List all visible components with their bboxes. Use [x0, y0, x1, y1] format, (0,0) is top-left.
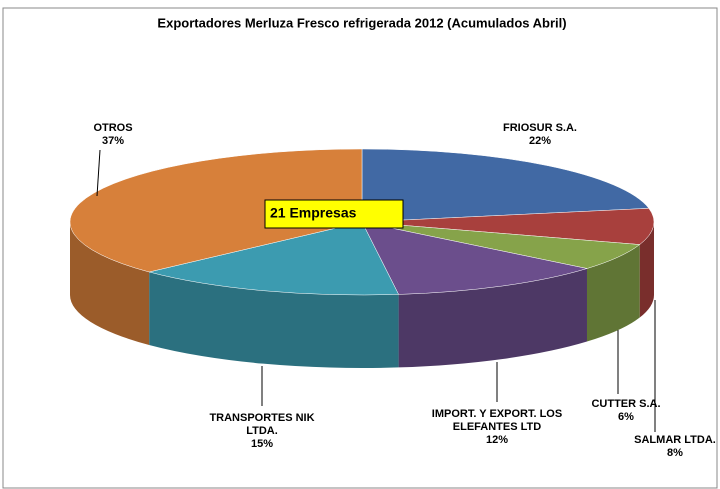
slice-side — [149, 271, 399, 368]
category-label: IMPORT. Y EXPORT. LOS ELEFANTES LTD — [431, 408, 563, 433]
slice — [149, 221, 399, 296]
value-label: 22% — [528, 135, 552, 147]
slice — [361, 221, 588, 295]
chart-title: Exportadores Merluza Fresco refrigerada … — [157, 15, 566, 30]
slice-side — [398, 268, 587, 368]
annotation-box — [264, 199, 404, 229]
slice-side — [586, 244, 640, 342]
slice — [361, 221, 641, 269]
category-label: TRANSPORTES NIK LTDA. — [209, 412, 315, 437]
annotation: 21 Empresas — [270, 205, 357, 221]
value-label: 15% — [250, 438, 274, 450]
data-label: CUTTER S.A. 6% — [576, 398, 676, 424]
category-label: FRIOSUR S.A. — [503, 122, 577, 134]
data-label: OTROS 37% — [73, 122, 153, 148]
slice — [361, 208, 655, 245]
data-label: SALMAR LTDA. 8% — [625, 434, 720, 460]
value-label: 6% — [618, 411, 634, 423]
data-label: IMPORT. Y EXPORT. LOS ELEFANTES LTD 12% — [427, 408, 567, 447]
value-label: 37% — [101, 135, 125, 147]
value-label: 12% — [485, 434, 509, 446]
slice-side — [639, 222, 654, 318]
slice — [361, 148, 650, 223]
data-label: TRANSPORTES NIK LTDA. 15% — [207, 412, 317, 451]
slice-side — [70, 222, 150, 345]
value-label: 8% — [667, 447, 683, 459]
data-label: FRIOSUR S.A. 22% — [480, 122, 600, 148]
slice — [69, 148, 363, 273]
category-label: OTROS — [93, 122, 133, 134]
category-label: SALMAR LTDA. — [634, 434, 716, 446]
leader-line — [96, 149, 101, 197]
category-label: CUTTER S.A. — [591, 398, 661, 410]
